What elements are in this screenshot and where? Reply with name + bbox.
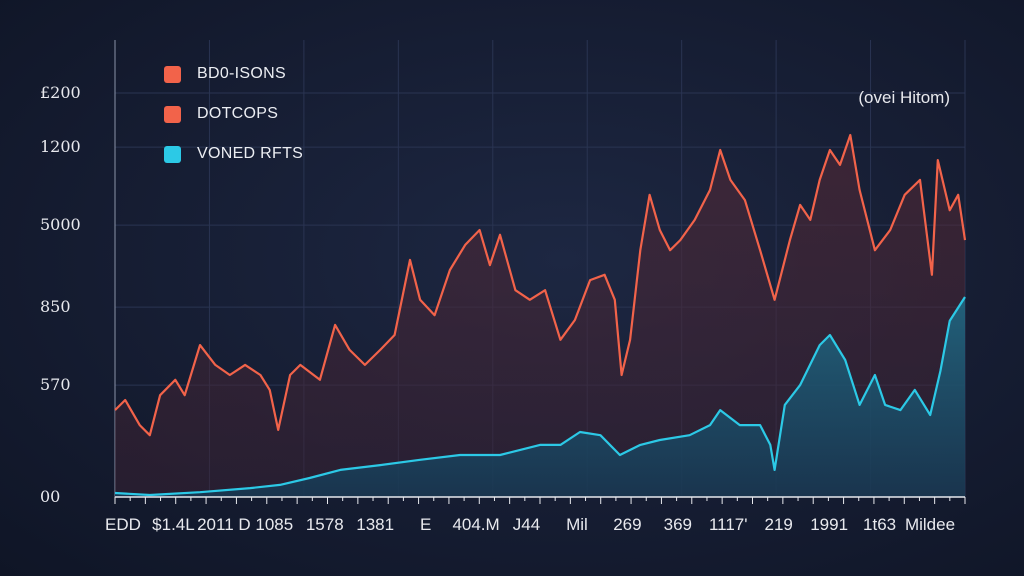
legend-label: BD0-ISONS <box>197 65 286 82</box>
series-line-0 <box>114 133 967 437</box>
x-tick-label: $1.4L <box>152 515 195 534</box>
legend-item: BD0-ISONS <box>164 54 303 94</box>
x-tick-label: 1578 <box>306 515 344 534</box>
x-tick-label: 1991 <box>810 515 848 534</box>
y-tick-label: 00 <box>40 487 60 506</box>
x-tick-label: 369 <box>664 515 692 534</box>
x-tick-label: 1117' <box>709 515 748 534</box>
x-tick-label: Mil <box>566 515 588 534</box>
x-tick-label: E <box>420 515 431 534</box>
x-tick-label: 1381 <box>356 515 394 534</box>
legend: BD0-ISONS DOTCOPS VONED RFTS <box>164 54 303 174</box>
legend-label: VONED RFTS <box>197 145 304 162</box>
x-tick-label: Mildee <box>905 515 955 534</box>
x-tick-label: EDD <box>105 515 141 534</box>
x-tick-label: 1085 <box>255 515 293 534</box>
x-tick-label: 219 <box>765 515 793 534</box>
series-line-1 <box>114 296 966 497</box>
y-tick-label: £200 <box>40 83 81 102</box>
y-tick-label: 850 <box>40 297 71 316</box>
x-tick-label: J44 <box>513 515 540 534</box>
legend-label: DOTCOPS <box>197 105 279 122</box>
y-tick-label: 570 <box>40 375 71 394</box>
legend-item: VONED RFTS <box>164 134 303 174</box>
x-tick-label: 1t63 <box>863 515 896 534</box>
y-tick-label: 1200 <box>40 137 81 156</box>
x-tick-label: 404.M <box>452 515 499 534</box>
series-area-1 <box>115 297 965 497</box>
x-tick-label: 2011 D <box>197 515 251 534</box>
x-tick-label: 269 <box>613 515 641 534</box>
legend-swatch <box>164 145 181 163</box>
legend-item: DOTCOPS <box>164 94 303 134</box>
legend-swatch <box>164 105 181 123</box>
chart-subtitle: (ovei Hitom) <box>858 88 950 107</box>
legend-swatch <box>164 65 181 83</box>
y-tick-label: 5000 <box>40 215 81 234</box>
